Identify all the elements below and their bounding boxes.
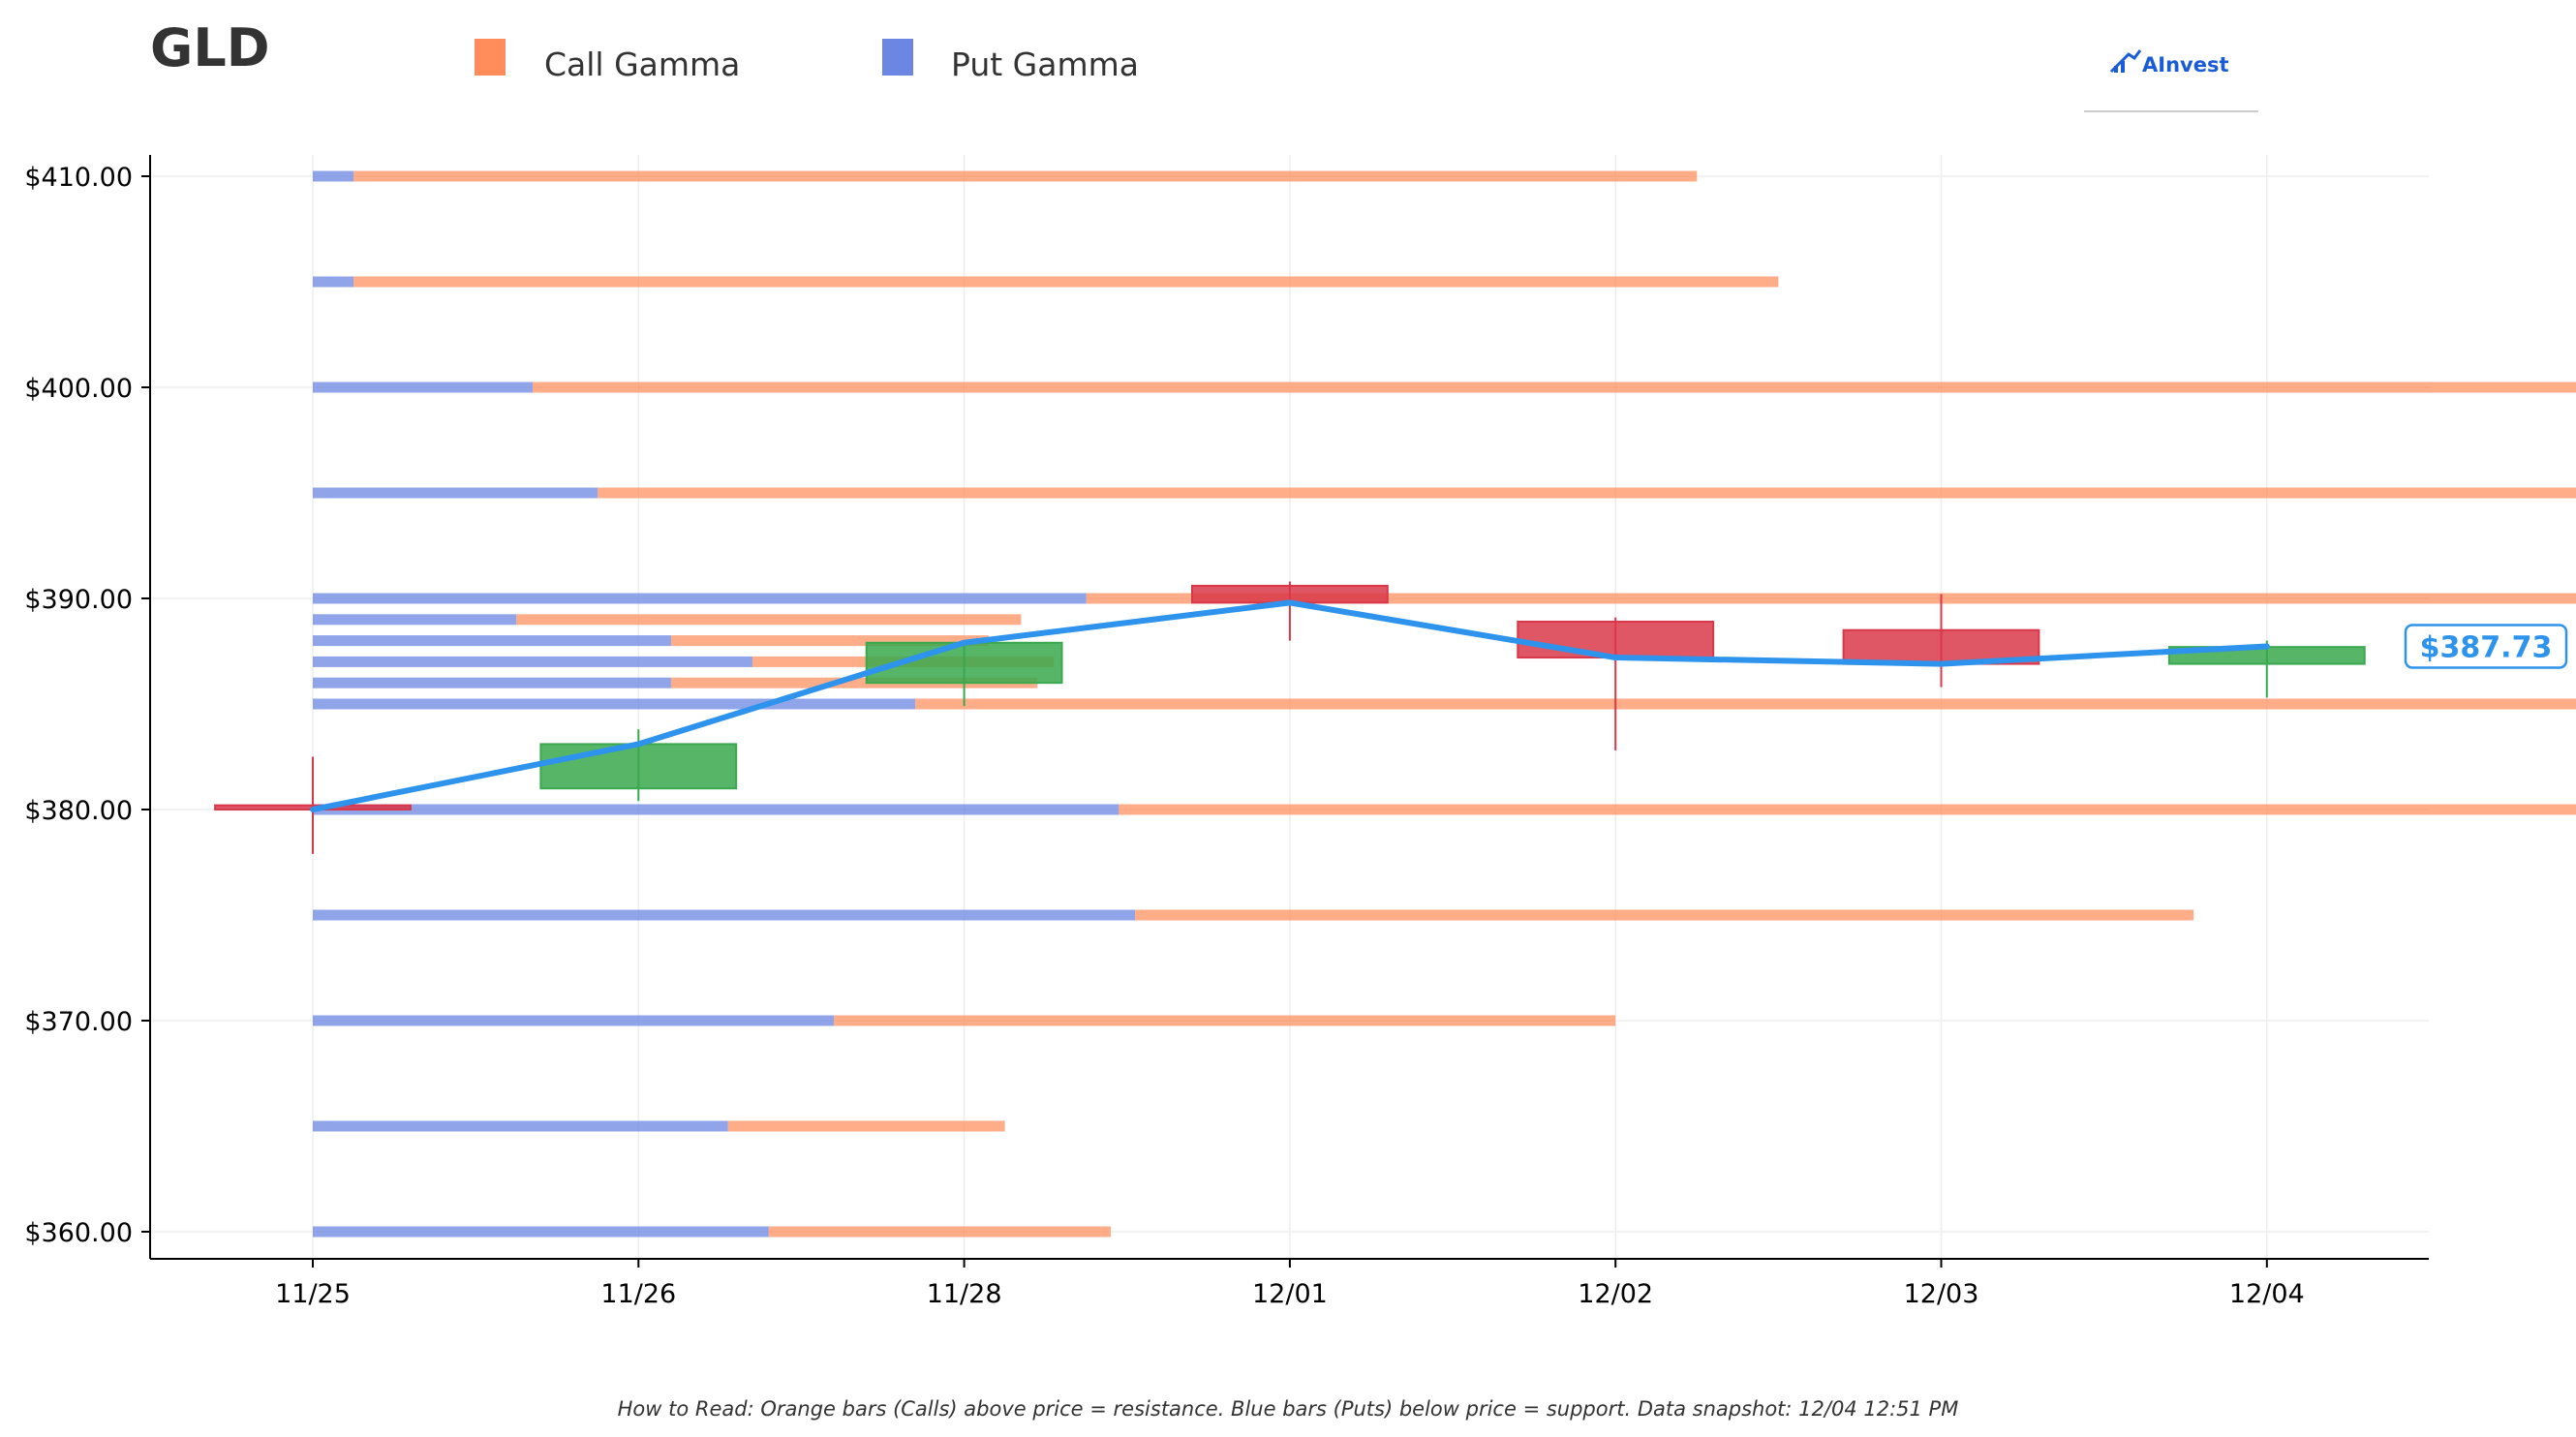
put-gamma-bar-387: [313, 656, 753, 667]
put-gamma-bar-360: [313, 1226, 769, 1238]
close-line-group: [310, 599, 2270, 812]
logo: AInvest: [2084, 49, 2258, 112]
axes: $360.00 $370.00 $380.00 $390.00 $400.00 $410.…: [24, 155, 2429, 1309]
legend-swatch-call: [475, 39, 506, 76]
legend-swatch-put: [882, 39, 913, 76]
put-gamma-bar-370: [313, 1015, 835, 1026]
call-gamma-bar-400: [533, 382, 2576, 393]
last-price-badge: $387.73: [2404, 624, 2568, 669]
call-gamma-bar-385: [915, 698, 2576, 710]
call-gamma-bar-410: [353, 170, 1698, 182]
put-gamma-bar-388: [313, 635, 671, 647]
y-tick-label-2: $380.00: [24, 796, 133, 826]
call-gamma-bar-370: [834, 1015, 1616, 1026]
chart-title: GLD: [150, 17, 270, 78]
put-gamma-bar-405: [313, 276, 354, 288]
last-price-label: $387.73: [2420, 630, 2553, 664]
call-gamma-bar-375: [1135, 909, 2194, 921]
x-tick-label-2: 11/28: [927, 1279, 1002, 1309]
put-gamma-bar-365: [313, 1120, 728, 1132]
footer-note: How to Read: Orange bars (Calls) above p…: [618, 1397, 1959, 1421]
put-gamma-bar-380: [313, 804, 1119, 815]
ainvest-logo-icon: [2109, 49, 2142, 74]
candle-body-12/02: [1517, 620, 1715, 659]
legend-label-call: Call Gamma: [544, 46, 740, 83]
put-gamma-bar-386: [313, 677, 671, 688]
logo-text: AInvest: [2142, 53, 2229, 76]
x-tick-label-5: 12/03: [1904, 1279, 1979, 1309]
y-tick-label-0: $360.00: [24, 1218, 133, 1248]
call-gamma-bar-360: [768, 1226, 1111, 1238]
put-gamma-bar-385: [313, 698, 916, 710]
put-gamma-bar-390: [313, 593, 1087, 604]
call-gamma-bar-388: [670, 635, 989, 647]
x-tick-label-6: 12/04: [2229, 1279, 2305, 1309]
logo-bar-1: [2114, 66, 2118, 73]
put-gamma-bar-375: [313, 909, 1136, 921]
y-tick-label-4: $400.00: [24, 374, 133, 404]
put-gamma-bar-400: [313, 382, 534, 393]
logo-bar-2: [2121, 61, 2125, 73]
call-gamma-bar-395: [598, 487, 2576, 499]
candle-body-11/28: [865, 641, 1063, 685]
x-tick-label-3: 12/01: [1252, 1279, 1328, 1309]
y-tick-label-3: $390.00: [24, 585, 133, 615]
y-tick-label-1: $370.00: [24, 1007, 133, 1037]
put-gamma-bar-410: [313, 170, 354, 182]
call-gamma-bar-405: [353, 276, 1779, 288]
x-tick-label-1: 11/26: [600, 1279, 676, 1309]
put-gamma-bar-389: [313, 614, 517, 626]
call-gamma-bar-386: [670, 677, 1038, 688]
logo-mark: [2109, 49, 2142, 74]
put-gamma-bar-395: [313, 487, 598, 499]
last-price-box: [2404, 624, 2568, 669]
x-tick-label-0: 11/25: [275, 1279, 351, 1309]
call-gamma-bar-380: [1119, 804, 2576, 815]
gamma-bars: [313, 170, 2576, 1238]
y-tick-label-5: $410.00: [24, 163, 133, 193]
candle-body-11/26: [539, 743, 738, 790]
call-gamma-bar-365: [727, 1120, 1005, 1132]
call-gamma-bar-390: [1086, 593, 2576, 604]
call-gamma-bar-389: [516, 614, 1022, 626]
legend: Call Gamma Put Gamma: [475, 39, 1139, 83]
x-tick-label-4: 12/02: [1578, 1279, 1653, 1309]
close-price-line: [310, 599, 2270, 812]
legend-label-put: Put Gamma: [951, 46, 1139, 83]
